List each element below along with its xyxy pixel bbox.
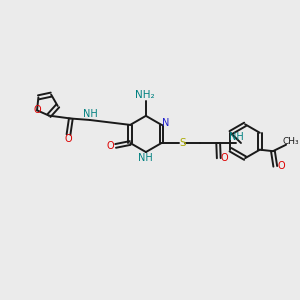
Text: S: S xyxy=(179,138,186,148)
Text: O: O xyxy=(220,153,228,163)
Text: O: O xyxy=(33,105,41,115)
Text: NH: NH xyxy=(229,132,244,142)
Text: N: N xyxy=(162,118,169,128)
Text: O: O xyxy=(106,141,114,151)
Text: O: O xyxy=(277,161,285,171)
Text: NH₂: NH₂ xyxy=(135,90,154,100)
Text: CH₃: CH₃ xyxy=(282,137,299,146)
Text: NH: NH xyxy=(138,154,153,164)
Text: O: O xyxy=(65,134,72,144)
Text: NH: NH xyxy=(83,109,98,118)
